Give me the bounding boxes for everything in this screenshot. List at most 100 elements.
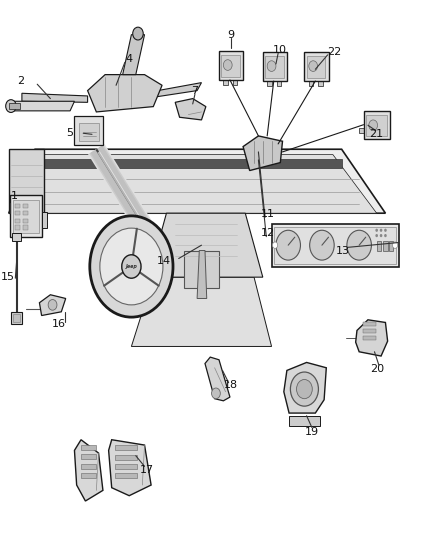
Polygon shape (74, 440, 103, 501)
Bar (115, 445, 137, 450)
Bar (265, 56, 284, 78)
Text: 9: 9 (227, 30, 234, 40)
Polygon shape (123, 35, 145, 75)
Bar (11, 312, 22, 324)
Polygon shape (145, 83, 201, 99)
Circle shape (122, 255, 141, 278)
Text: 21: 21 (370, 130, 384, 139)
Bar (23, 225, 28, 230)
Text: 2: 2 (18, 76, 25, 86)
Text: Jeep: Jeep (125, 264, 138, 269)
Polygon shape (197, 251, 207, 298)
Bar (364, 111, 390, 139)
Text: 7: 7 (191, 86, 198, 95)
Circle shape (223, 60, 232, 70)
Text: 11: 11 (261, 209, 275, 219)
Polygon shape (243, 136, 283, 171)
Bar (115, 473, 137, 478)
Text: 4: 4 (126, 54, 133, 63)
Bar (377, 241, 381, 251)
Circle shape (375, 229, 378, 232)
Polygon shape (356, 320, 388, 356)
Text: 16: 16 (52, 319, 66, 328)
Bar (267, 80, 272, 86)
Bar (81, 473, 96, 478)
Bar (184, 251, 219, 288)
Text: 14: 14 (157, 256, 171, 266)
Circle shape (133, 27, 143, 40)
Text: 19: 19 (305, 427, 319, 437)
Bar (9, 103, 20, 109)
Bar (309, 80, 313, 86)
Circle shape (375, 234, 378, 237)
Bar (74, 116, 103, 145)
Circle shape (384, 234, 387, 237)
Bar (233, 79, 237, 85)
Bar (363, 322, 376, 326)
Polygon shape (9, 149, 44, 213)
Bar (10, 195, 42, 237)
Circle shape (6, 100, 16, 112)
Circle shape (380, 234, 382, 237)
Bar (277, 80, 281, 86)
Bar (15, 211, 20, 215)
Circle shape (384, 229, 387, 232)
Bar (115, 464, 137, 469)
Bar (363, 329, 376, 333)
Bar (35, 159, 342, 168)
Bar (115, 455, 137, 460)
Bar (15, 225, 20, 230)
Circle shape (297, 379, 312, 399)
Bar (12, 233, 21, 241)
Bar (272, 224, 399, 266)
Bar (15, 204, 20, 208)
Circle shape (276, 230, 300, 260)
Bar (389, 241, 393, 251)
Circle shape (392, 242, 398, 248)
Circle shape (48, 300, 57, 310)
Text: 18: 18 (224, 380, 238, 390)
Circle shape (310, 230, 334, 260)
Circle shape (100, 228, 163, 305)
Circle shape (267, 61, 276, 71)
Bar (13, 314, 20, 322)
Circle shape (369, 120, 378, 131)
Bar (219, 51, 243, 80)
Polygon shape (175, 99, 206, 120)
Circle shape (290, 372, 318, 406)
Bar (289, 416, 320, 426)
Polygon shape (284, 362, 326, 413)
Bar (81, 464, 96, 469)
Polygon shape (149, 213, 263, 277)
Bar (359, 128, 364, 133)
Polygon shape (109, 440, 151, 496)
Polygon shape (22, 93, 88, 102)
Bar (304, 52, 328, 81)
Polygon shape (131, 277, 272, 346)
Polygon shape (13, 155, 377, 213)
Bar (13, 200, 39, 233)
Text: 22: 22 (327, 47, 341, 56)
Polygon shape (39, 295, 66, 316)
Bar (81, 454, 96, 459)
Circle shape (380, 229, 382, 232)
Text: 20: 20 (371, 364, 385, 374)
Bar (363, 336, 376, 340)
Polygon shape (9, 101, 74, 111)
Bar (263, 52, 287, 81)
Bar (23, 219, 28, 223)
Polygon shape (205, 357, 230, 401)
Circle shape (309, 61, 318, 71)
Circle shape (347, 230, 371, 260)
Bar (383, 241, 388, 251)
Text: 10: 10 (272, 45, 286, 54)
Bar (274, 227, 396, 264)
Text: 1: 1 (11, 191, 18, 201)
Circle shape (90, 216, 173, 317)
Bar (79, 123, 99, 141)
Bar (366, 115, 387, 136)
Text: 17: 17 (140, 465, 154, 475)
Polygon shape (88, 75, 162, 112)
Bar (42, 212, 47, 228)
Bar (318, 80, 323, 86)
